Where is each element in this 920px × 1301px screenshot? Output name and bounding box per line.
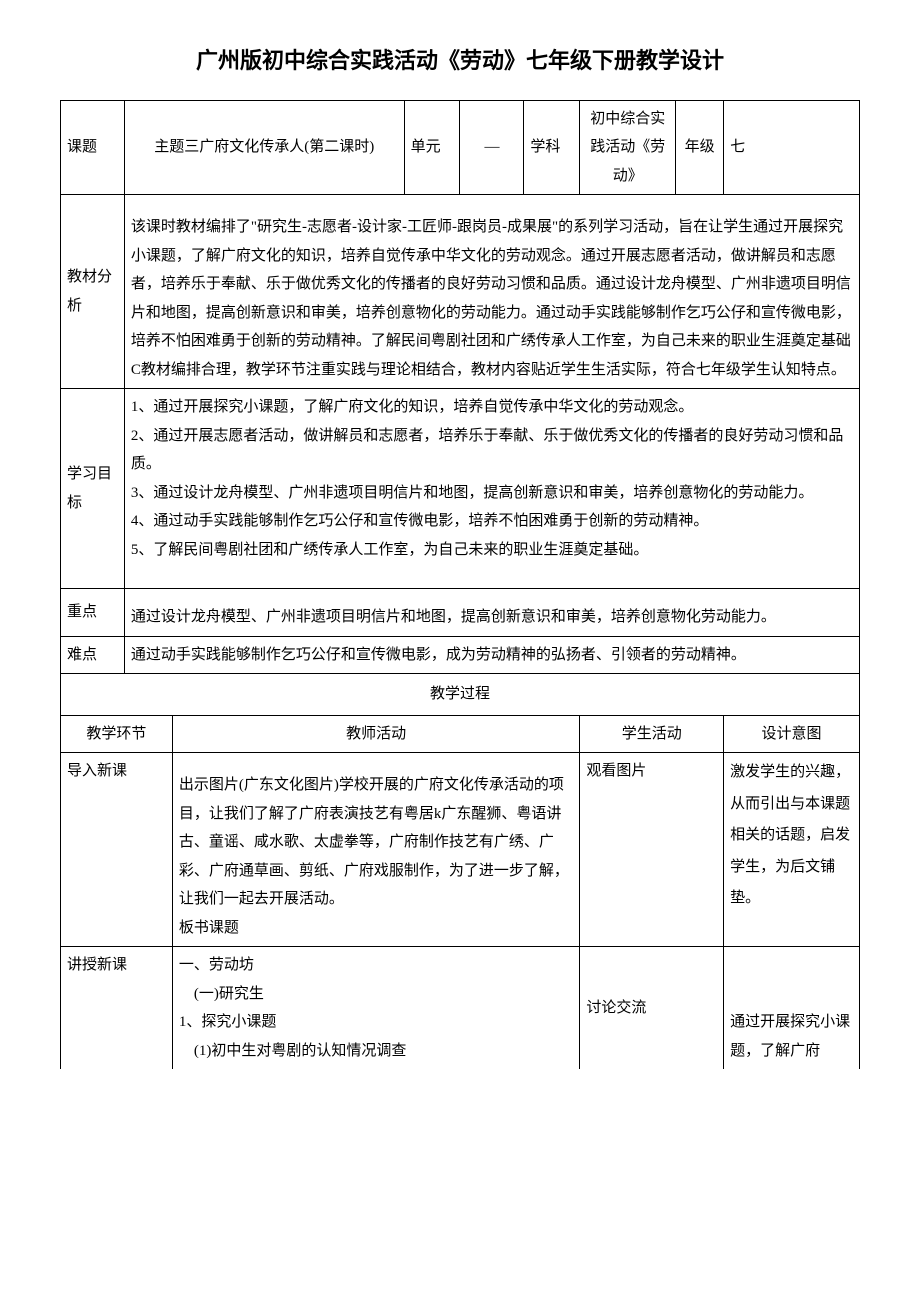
keypoint-label: 重点 [61,589,125,637]
unit-label: 单元 [404,100,460,195]
grade-label: 年级 [676,100,724,195]
grade-value: 七 [724,100,860,195]
objectives-row: 学习目标 1、通过开展探究小课题，了解广府文化的知识，培养自觉传承中华文化的劳动… [61,389,860,589]
difficulty-label: 难点 [61,636,125,674]
teacher-cell: 一、劳动坊 (一)研究生 1、探究小课题 (1)初中生对粤剧的认知情况调查 [172,947,579,1070]
process-header-row: 教学环节 教师活动 学生活动 设计意图 [61,715,860,753]
topic-label: 课题 [61,100,125,195]
teacher-cell: 出示图片(广东文化图片)学校开展的广府文化传承活动的项目，让我们了解了广府表演技… [172,753,579,947]
phase-cell: 导入新课 [61,753,173,947]
objectives-label: 学习目标 [61,389,125,589]
process-title-row: 教学过程 [61,674,860,716]
col-phase: 教学环节 [61,715,173,753]
student-cell: 观看图片 [580,753,724,947]
keypoint-row: 重点 通过设计龙舟模型、广州非遗项目明信片和地图，提高创新意识和审美，培养创意物… [61,589,860,637]
keypoint-text: 通过设计龙舟模型、广州非遗项目明信片和地图，提高创新意识和审美，培养创意物化劳动… [124,589,859,637]
analysis-text: 该课时教材编排了"研究生-志愿者-设计家-工匠师-跟岗员-成果展"的系列学习活动… [124,195,859,389]
objective-item: 4、通过动手实践能够制作乞巧公仔和宣传微电影，培养不怕困难勇于创新的劳动精神。 [131,507,853,536]
objectives-list: 1、通过开展探究小课题，了解广府文化的知识，培养自觉传承中华文化的劳动观念。2、… [124,389,859,589]
topic-value: 主题三广府文化传承人(第二课时) [124,100,404,195]
process-row: 讲授新课 一、劳动坊 (一)研究生 1、探究小课题 (1)初中生对粤剧的认知情况… [61,947,860,1070]
intent-cell: 通过开展探究小课题，了解广府 [724,947,860,1070]
col-intent: 设计意图 [724,715,860,753]
difficulty-text: 通过动手实践能够制作乞巧公仔和宣传微电影，成为劳动精神的弘扬者、引领者的劳动精神… [124,636,859,674]
objective-item: 5、了解民间粤剧社团和广绣传承人工作室，为自己未来的职业生涯奠定基础。 [131,536,853,565]
subject-label: 学科 [524,100,580,195]
student-cell: 讨论交流 [580,947,724,1070]
header-row: 课题 主题三广府文化传承人(第二课时) 单元 — 学科 初中综合实践活动《劳动》… [61,100,860,195]
objective-item: 1、通过开展探究小课题，了解广府文化的知识，培养自觉传承中华文化的劳动观念。 [131,393,853,422]
col-teacher: 教师活动 [172,715,579,753]
col-student: 学生活动 [580,715,724,753]
lesson-plan-table: 课题 主题三广府文化传承人(第二课时) 单元 — 学科 初中综合实践活动《劳动》… [60,100,860,1070]
process-row: 导入新课 出示图片(广东文化图片)学校开展的广府文化传承活动的项目，让我们了解了… [61,753,860,947]
process-title: 教学过程 [61,674,860,716]
page-title: 广州版初中综合实践活动《劳动》七年级下册教学设计 [60,40,860,82]
intent-cell: 激发学生的兴趣，从而引出与本课题相关的话题，启发学生，为后文铺垫。 [724,753,860,947]
subject-value: 初中综合实践活动《劳动》 [580,100,676,195]
objective-item: 3、通过设计龙舟模型、广州非遗项目明信片和地图，提高创新意识和审美，培养创意物化… [131,479,853,508]
analysis-label: 教材分析 [61,195,125,389]
difficulty-row: 难点 通过动手实践能够制作乞巧公仔和宣传微电影，成为劳动精神的弘扬者、引领者的劳… [61,636,860,674]
phase-cell: 讲授新课 [61,947,173,1070]
analysis-row: 教材分析 该课时教材编排了"研究生-志愿者-设计家-工匠师-跟岗员-成果展"的系… [61,195,860,389]
objective-item: 2、通过开展志愿者活动，做讲解员和志愿者，培养乐于奉献、乐于做优秀文化的传播者的… [131,422,853,479]
unit-value: — [460,100,524,195]
